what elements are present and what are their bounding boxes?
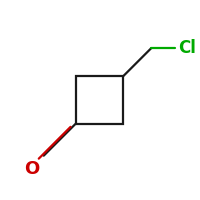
Text: O: O — [24, 160, 39, 178]
Text: Cl: Cl — [178, 39, 196, 57]
